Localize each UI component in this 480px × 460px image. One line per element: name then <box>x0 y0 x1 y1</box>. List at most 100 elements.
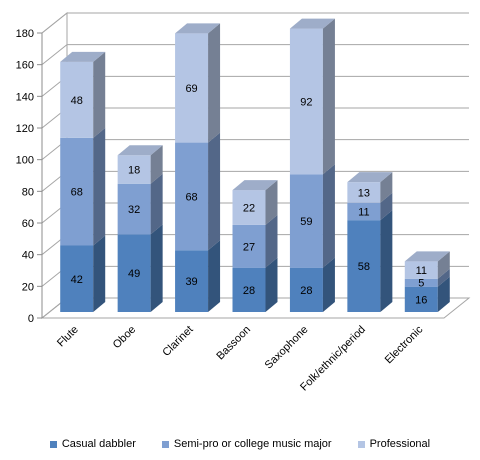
bar-segment <box>117 234 151 312</box>
bar-segment <box>404 261 438 279</box>
bar-segment <box>175 142 209 251</box>
bar-side <box>437 268 450 287</box>
data-label: 22 <box>243 203 255 215</box>
legend-swatch-semipro <box>161 440 169 448</box>
legend-label-professional: Professional <box>369 438 431 450</box>
bar-segment <box>60 245 94 312</box>
bar-segment <box>289 267 323 312</box>
bar-side <box>93 51 106 138</box>
bar-segment <box>232 190 266 225</box>
category-label: Electronic <box>383 323 426 366</box>
bar-segment <box>347 220 381 312</box>
category-label: Oboe <box>111 324 139 352</box>
data-label: 27 <box>243 241 255 253</box>
bar-segment <box>175 33 209 143</box>
data-label: 92 <box>300 96 312 108</box>
data-label: 16 <box>415 294 427 306</box>
bar-side <box>322 257 335 312</box>
bar-side <box>380 192 393 221</box>
data-label: 11 <box>416 265 427 277</box>
bar-segment <box>404 286 438 312</box>
y-tick-label: 80 <box>22 186 34 198</box>
bar-side <box>322 18 335 175</box>
category-label: Bassoon <box>214 324 253 363</box>
category-label: Folk/ethnic/period <box>298 324 368 394</box>
bar-segment <box>117 155 151 184</box>
data-label: 42 <box>71 274 83 286</box>
bar-top <box>347 172 393 183</box>
legend: Casual dabbler Semi-pro or college music… <box>0 435 480 453</box>
gridline <box>41 44 469 66</box>
gridline <box>41 107 469 129</box>
y-tick-label: 140 <box>16 91 34 103</box>
bar-stack: 49 32 18 <box>117 145 163 312</box>
category-label: Saxophone <box>263 324 311 372</box>
bar-side <box>208 132 221 251</box>
bar-top <box>232 180 278 191</box>
bar-side <box>265 214 278 268</box>
bar-side <box>265 257 278 312</box>
x-axis: Flute Oboe Clarinet Bassoon SaxophoneFolk/et… <box>55 323 426 393</box>
category-label: Flute <box>55 324 81 350</box>
data-label: 28 <box>243 285 255 297</box>
bar-side <box>93 127 106 246</box>
bar-side <box>150 224 163 312</box>
bar-stack: 16 511 <box>404 251 450 312</box>
bar-segment <box>347 202 381 221</box>
data-label: 69 <box>185 83 197 95</box>
bar-side <box>380 172 393 203</box>
bar-side <box>93 235 106 312</box>
bar-side <box>437 276 450 312</box>
data-label: 68 <box>185 191 197 203</box>
data-label: 13 <box>358 187 370 199</box>
legend-label-semipro: Semi-pro or college music major <box>173 438 332 450</box>
bar-segment <box>60 137 94 246</box>
legend-swatch-professional <box>357 440 365 448</box>
data-label: 59 <box>300 216 312 228</box>
y-tick-label: 20 <box>22 281 34 293</box>
y-tick-label: 60 <box>22 218 34 230</box>
y-tick-label: 40 <box>22 250 34 262</box>
data-label: 5 <box>418 278 424 290</box>
gridline <box>41 12 469 34</box>
data-label: 39 <box>185 276 197 288</box>
bar-top <box>117 145 163 156</box>
data-label: 48 <box>71 95 83 107</box>
y-tick-label: 100 <box>16 155 34 167</box>
bar-side <box>265 180 278 225</box>
legend-item-casual: Casual dabbler <box>49 435 136 453</box>
gridline <box>41 139 469 161</box>
stacked-bar-chart: 0 20 40 60 80 100 120 140 160 180 42 68 48 49 32 18 39 6… <box>16 11 471 394</box>
bar-side <box>208 23 221 143</box>
bar-side <box>150 173 163 235</box>
bar-segment <box>347 182 381 203</box>
bar-side <box>150 145 163 184</box>
legend-label-casual: Casual dabbler <box>61 438 136 450</box>
data-label: 32 <box>128 204 140 216</box>
bar-segment <box>404 278 438 287</box>
category-label: Clarinet <box>160 324 195 359</box>
y-tick-label: 120 <box>16 123 34 135</box>
bar-segment <box>117 183 151 235</box>
y-tick-label: 180 <box>16 28 34 40</box>
bar-stack: 28 27 22 <box>232 180 278 312</box>
bar-side <box>208 240 221 312</box>
bar-top <box>289 18 335 29</box>
bar-stack: 58 11 13 <box>347 172 393 312</box>
bar-segment <box>60 61 94 138</box>
bar-segment <box>289 28 323 175</box>
data-label: 68 <box>71 187 83 199</box>
bar-segment <box>232 267 266 312</box>
bar-stack: 28 59 92 <box>289 18 335 312</box>
data-label: 58 <box>358 261 370 273</box>
bar-segment <box>175 250 209 312</box>
data-label: 11 <box>358 206 369 218</box>
bar-segment <box>289 174 323 268</box>
bar-stack: 39 68 69 <box>175 23 221 312</box>
y-axis: 0 20 40 60 80 100 120 140 160 180 <box>16 28 43 325</box>
gridline <box>41 75 469 97</box>
legend-swatch-casual <box>49 440 57 448</box>
bars: 4268484932183968692827222859925811131651… <box>60 18 450 312</box>
legend-item-semipro: Semi-pro or college music major <box>161 435 332 453</box>
bar-top <box>60 51 106 62</box>
